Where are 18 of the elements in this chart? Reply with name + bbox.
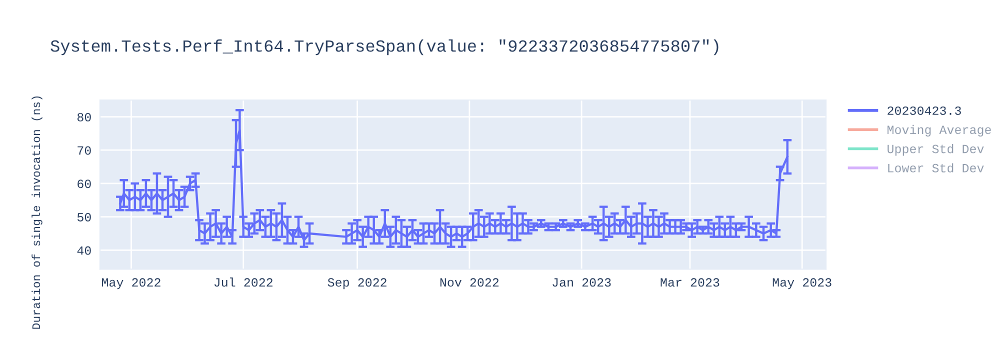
y-tick-label: 80 [77,112,91,122]
x-tick-label: Sep 2022 [328,278,386,290]
x-tick-label: Jan 2023 [552,278,611,287]
x-tick-label: Nov 2022 [440,278,499,287]
legend-label: 20230423.3 [888,106,961,115]
y-axis-title: Duration of single invocation (ns) [32,96,42,329]
y-tick-label: 70 [78,146,91,155]
y-tick-label: 60 [78,180,91,188]
x-tick-label: Mar 2023 [660,278,720,287]
chart-title: System.Tests.Perf_Int64.TryParseSpan(value: "9223372036854775807") [50,39,718,56]
y-tick-label: 40 [77,246,91,255]
y-tick-label: 50 [77,212,91,222]
legend-label: Lower Std Dev [888,163,984,172]
legend-label: Moving Average [888,124,991,137]
x-tick-label: Jul 2022 [214,277,272,287]
x-tick-label: May 2023 [772,278,832,290]
x-tick-label: May 2022 [102,278,160,290]
legend-label: Upper Std Dev [888,144,984,156]
